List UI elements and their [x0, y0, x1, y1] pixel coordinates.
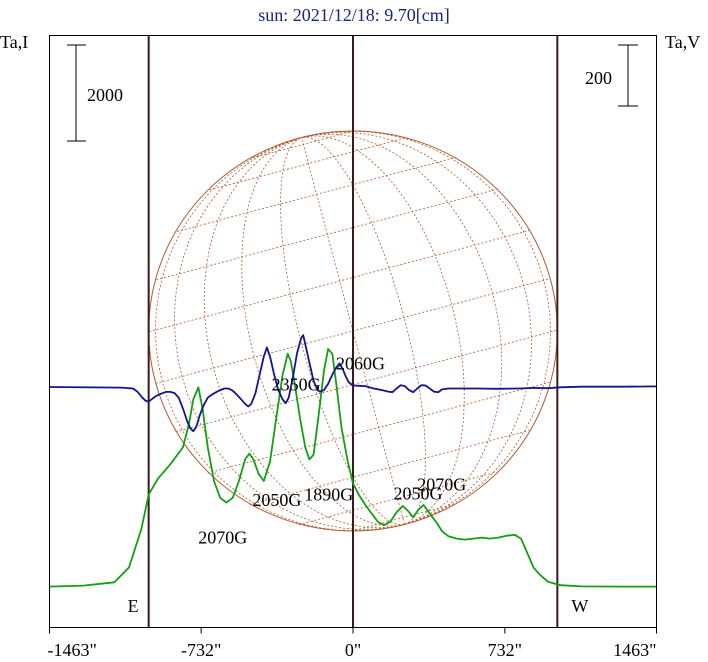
limb-marker-label: W — [571, 596, 588, 616]
longitude-line — [301, 136, 426, 525]
latitude-line — [209, 137, 408, 191]
annotation-label: 2070G — [417, 475, 466, 495]
right-scale-bar-label: 200 — [585, 68, 612, 88]
longitude-line — [280, 137, 405, 526]
x-tick-label: -732" — [181, 640, 221, 660]
latitude-line — [148, 229, 531, 333]
annotation-label: 2350G — [272, 374, 321, 394]
longitude-line — [301, 130, 552, 525]
right-axis-label: Ta,V — [665, 32, 700, 52]
annotation-label: 2060G — [336, 354, 385, 374]
left-scale-bar-label: 2000 — [87, 85, 123, 105]
right-scale-bar — [618, 44, 638, 107]
x-tick-label: 0" — [345, 640, 361, 660]
latitude-line — [156, 188, 499, 281]
longitude-line — [301, 132, 532, 525]
left-axis-label: Ta,I — [0, 32, 28, 52]
chart-title: sun: 2021/12/18: 9.70[cm] — [258, 5, 450, 25]
annotation-label: 2050G — [252, 490, 301, 510]
longitude-line — [154, 137, 405, 532]
longitude-line — [301, 133, 503, 525]
longitude-line — [174, 137, 405, 530]
x-tick-label: 732" — [488, 640, 522, 660]
x-axis-ticks: -1463" -732" 0" 732" 1463" — [48, 627, 657, 660]
latitude-line — [249, 430, 530, 506]
x-tick-label: -1463" — [48, 640, 97, 660]
latitude-line — [351, 503, 454, 532]
annotation-label: 2070G — [198, 527, 247, 547]
longitude-line — [203, 137, 405, 529]
series-layer — [49, 334, 657, 588]
annotation-label: 2050G — [393, 484, 442, 504]
x-tick-label: 1463" — [613, 640, 656, 660]
longitude-line — [301, 135, 465, 525]
series-I-line — [49, 348, 657, 588]
longitude-line — [241, 137, 405, 527]
limb-marker-label: E — [128, 596, 139, 616]
annotation-label: 1890G — [304, 485, 353, 505]
left-scale-bar — [67, 44, 86, 142]
series-V-line — [49, 334, 657, 433]
